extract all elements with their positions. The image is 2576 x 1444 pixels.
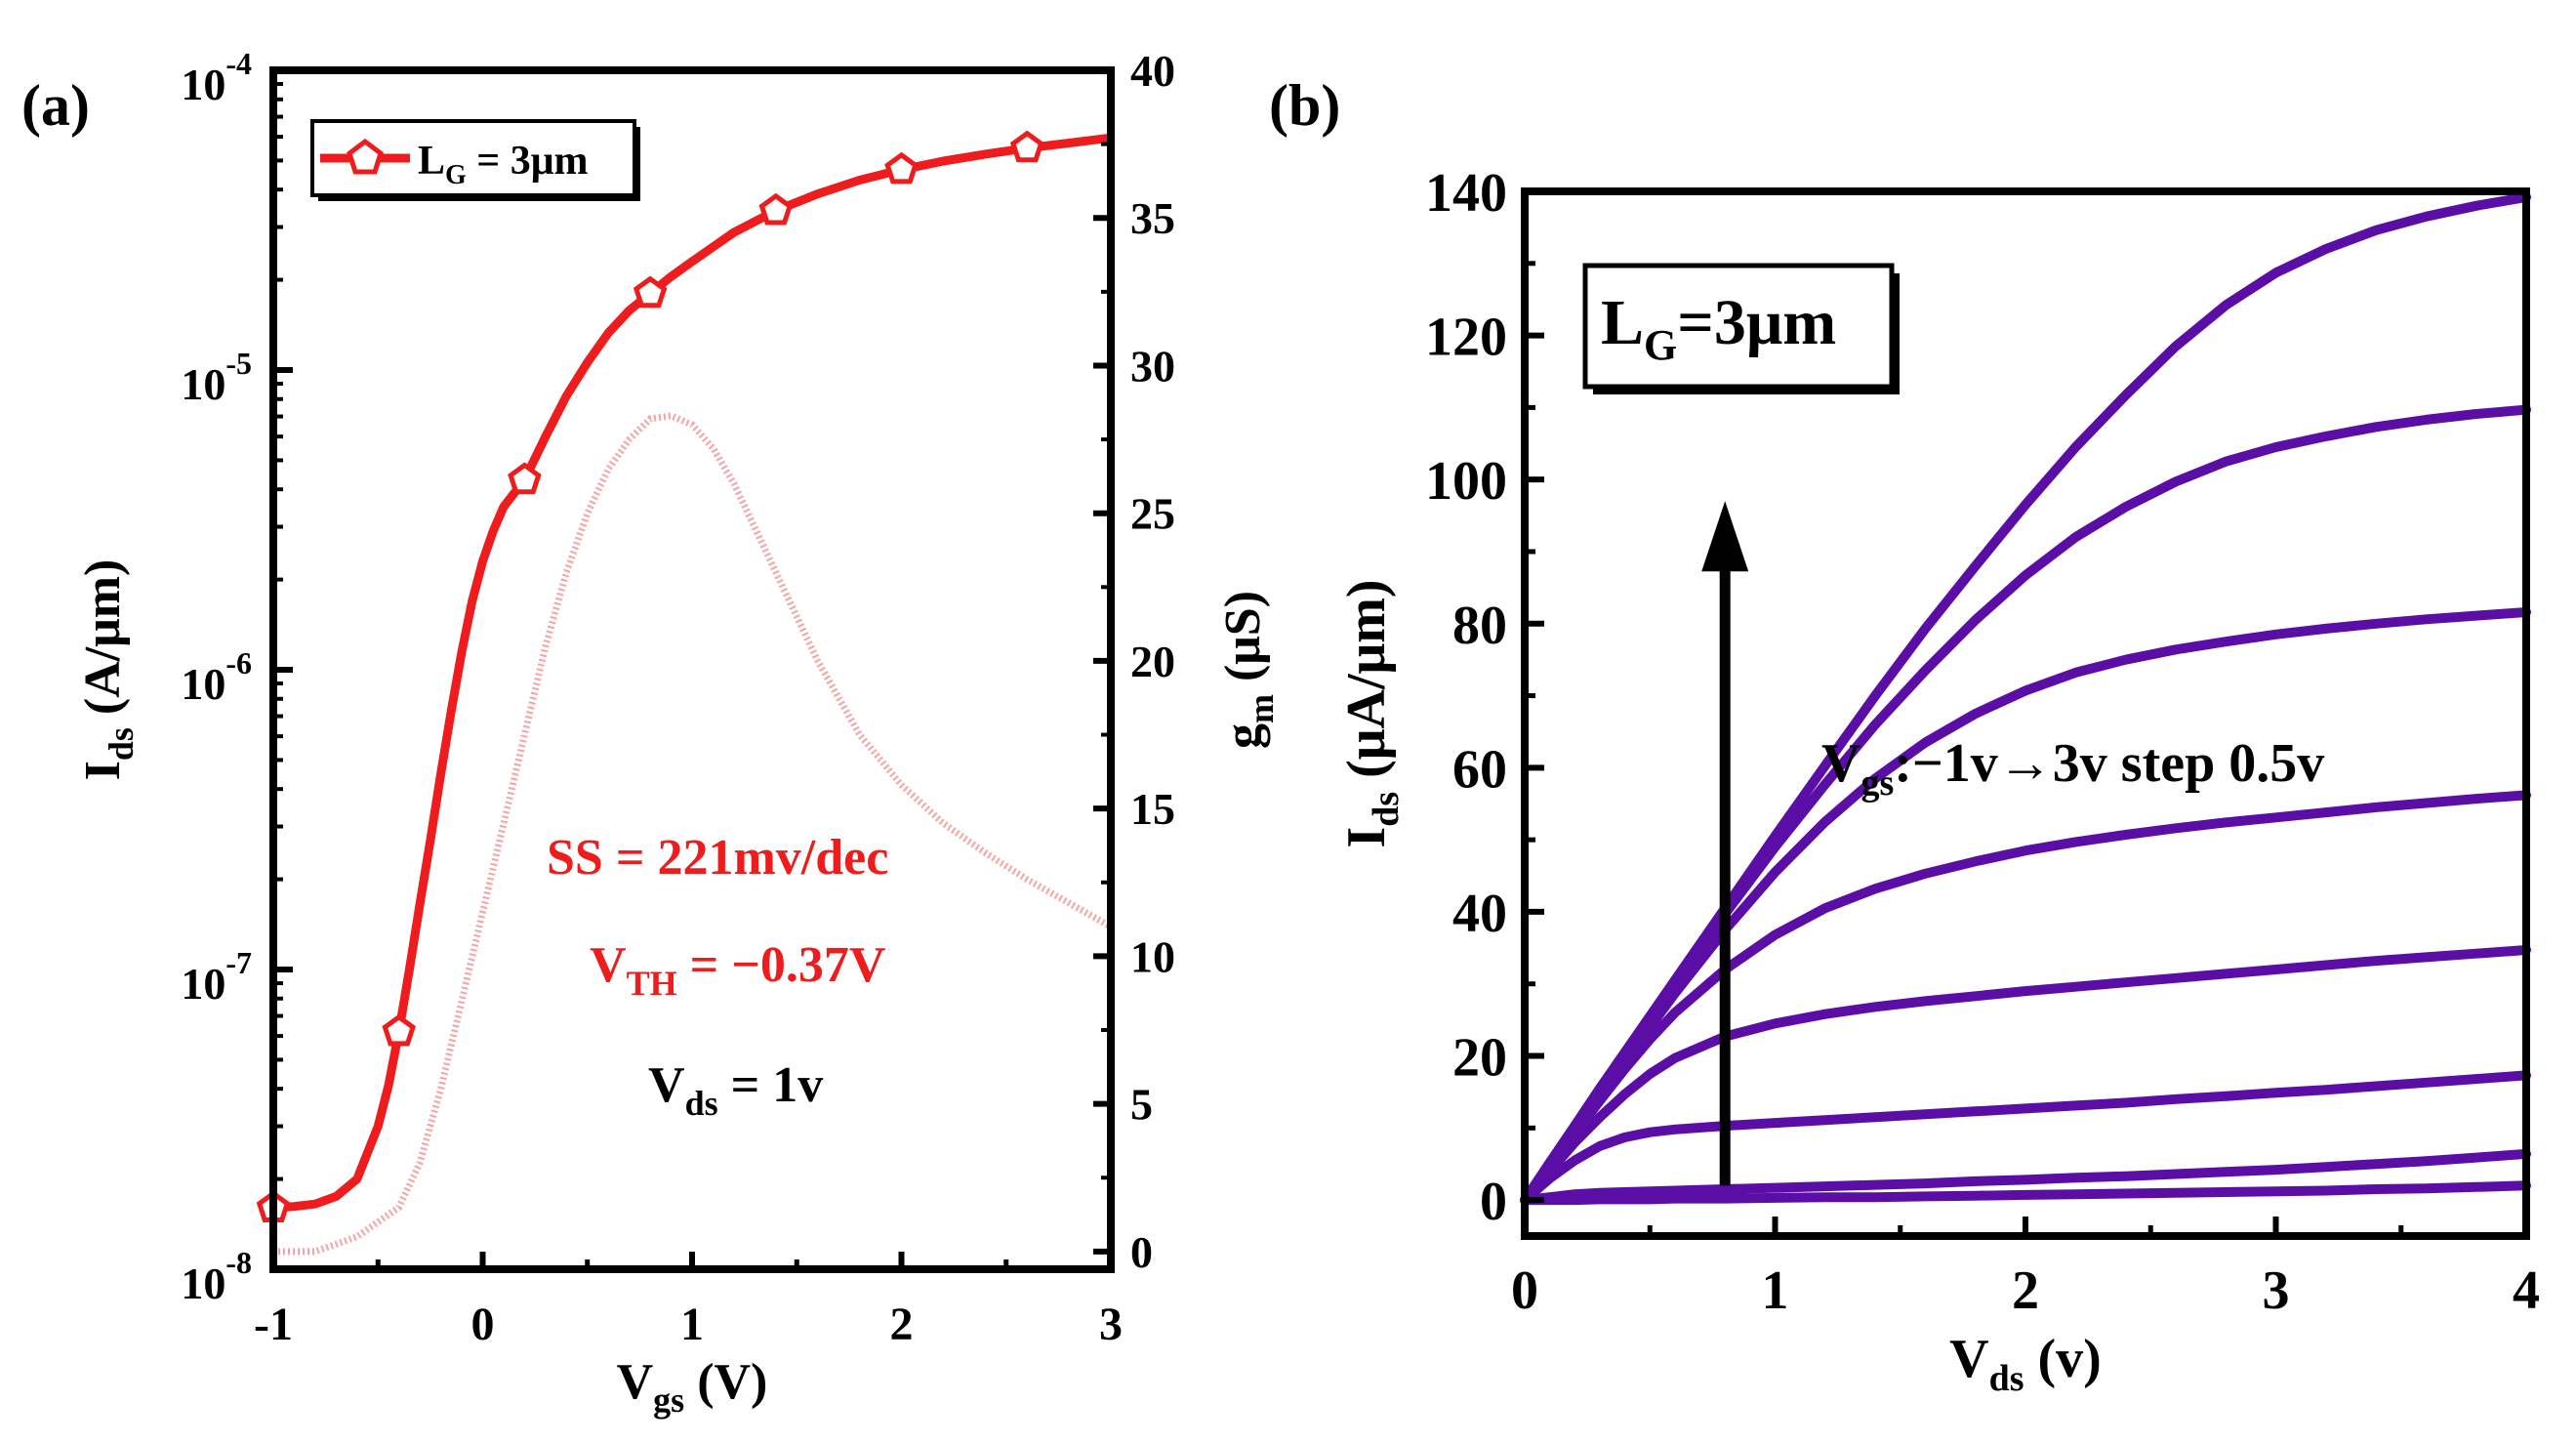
panel-b-y-ticks: 0 20 40 60 80 100 120 140: [1425, 163, 1544, 1232]
y-tick-label: 10-5: [181, 346, 252, 409]
panel-b-x-ticks: 0 1 2 3 4: [1511, 1217, 2540, 1321]
x-tick-label: 3: [1099, 1299, 1123, 1350]
panel-a-y-ticks: 10-8 10-7 10-6 10-5 10-4: [181, 46, 293, 1308]
y-tick-label: 10-7: [181, 945, 252, 1009]
x-tick-label: 0: [1511, 1260, 1538, 1321]
y-tick-label: 10-4: [181, 46, 252, 109]
panel-a-ss-annotation: SS = 221mv/dec: [547, 830, 888, 886]
x-tick-label: 4: [2513, 1260, 2540, 1321]
ids-marker: [1009, 130, 1044, 163]
panel-b-legend-box: [1582, 263, 1895, 390]
y-tick-label: 10-8: [181, 1245, 252, 1308]
panel-b-y-axis-title: Ids (μA/μm): [1336, 579, 1407, 847]
panel-a: (a) -1 0 1 2 3 10-8 10-7 10-6 10-5 10-4 0 5 10 15 20…: [21, 46, 1281, 1420]
ids-vds-series-line: [1520, 945, 2531, 1206]
y2-tick-label: 35: [1130, 193, 1175, 243]
x-tick-label: 1: [680, 1299, 704, 1350]
ids-vds-series-line: [1520, 191, 2531, 1206]
panel-a-vds-annotation: Vds = 1v: [648, 1057, 823, 1123]
panel-a-x-axis-title: Vgs (V): [617, 1354, 768, 1420]
y-tick-label: 40: [1452, 884, 1507, 944]
x-tick-label: 3: [2263, 1260, 2290, 1321]
ids-vds-series-line: [1520, 1148, 2531, 1206]
panel-a-y2-axis-title: gm (μS): [1215, 591, 1281, 749]
ids-marker: [633, 275, 668, 309]
y-tick-label: 10-6: [181, 645, 252, 709]
x-tick-label: 2: [2012, 1260, 2039, 1321]
panel-a-legend-text: LG = 3μm: [418, 139, 589, 190]
ids-vds-series-line: [1520, 1070, 2531, 1206]
y-tick-label: 120: [1425, 308, 1507, 368]
x-tick-label: 1: [1762, 1260, 1789, 1321]
y2-tick-label: 15: [1130, 784, 1175, 834]
ids-marker: [884, 151, 919, 185]
ids-series-line: [272, 133, 1112, 1213]
panel-a-vth-annotation: VTH = −0.37V: [590, 937, 885, 1003]
y-tick-label: 20: [1452, 1028, 1507, 1089]
panel-b-vgs-annotation: Vgs:−1v→3v step 0.5v: [1821, 733, 2324, 804]
y2-tick-label: 10: [1130, 931, 1175, 981]
panel-a-ids-curve: [256, 130, 1112, 1222]
y2-tick-label: 25: [1130, 489, 1175, 539]
y2-tick-label: 30: [1130, 341, 1175, 391]
y2-tick-label: 5: [1130, 1080, 1153, 1130]
x-tick-label: -1: [254, 1299, 293, 1350]
panel-b: (b) 0 1 2 3 4 0 20 40 60 80 100 120 140 Vds (v) Ids…: [1269, 73, 2540, 1399]
panel-b-x-axis-title: Vds (v): [1949, 1329, 2102, 1399]
y-tick-label: 80: [1452, 596, 1507, 656]
ids-vds-series-line: [1520, 1180, 2531, 1206]
panel-a-x-ticks: -1 0 1 2 3: [254, 1252, 1123, 1350]
y2-tick-label: 0: [1130, 1227, 1153, 1277]
panel-a-y-axis-title: Ids (A/μm): [75, 559, 141, 781]
panel-b-legend: LG=3μm: [1582, 263, 1900, 394]
panel-a-label: (a): [21, 73, 90, 138]
y-tick-label: 140: [1425, 163, 1507, 224]
y-tick-label: 0: [1480, 1172, 1507, 1232]
ids-marker: [758, 192, 794, 226]
ids-marker: [508, 462, 542, 495]
x-tick-label: 0: [471, 1299, 495, 1350]
gm-series-line: [273, 412, 1113, 1256]
panel-a-gm-curve: [273, 412, 1113, 1256]
y-tick-label: 60: [1452, 739, 1507, 800]
panel-b-legend-text: LG=3μm: [1601, 287, 1836, 369]
x-tick-label: 2: [890, 1299, 914, 1350]
y2-tick-label: 40: [1130, 46, 1175, 96]
y-tick-label: 100: [1425, 451, 1507, 512]
panel-b-label: (b): [1269, 73, 1340, 138]
panel-a-legend: LG = 3μm: [310, 119, 640, 201]
ids-marker: [382, 1013, 416, 1047]
y2-tick-label: 20: [1130, 637, 1175, 686]
panel-a-y2-ticks: 0 5 10 15 20 25 30 35 40: [1093, 46, 1175, 1277]
panel-a-legend-marker: [347, 138, 384, 175]
panel-b-curves: [1520, 191, 2531, 1206]
panel-b-arrow: [1701, 501, 1749, 1186]
arrow-head: [1701, 501, 1749, 572]
